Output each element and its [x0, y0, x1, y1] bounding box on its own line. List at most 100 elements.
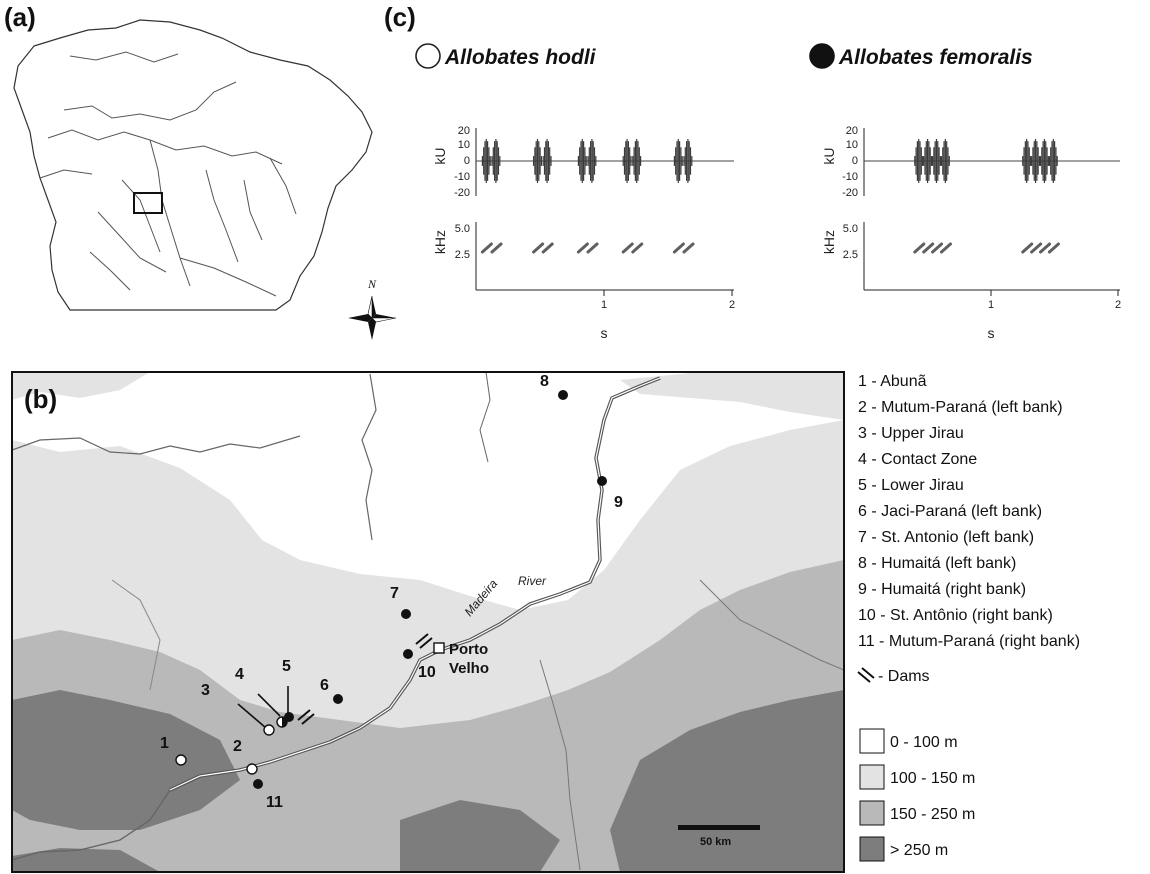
legend-site-10: 10 - St. Antônio (right bank): [858, 607, 1053, 624]
site-11-number: 11: [266, 794, 283, 811]
site-8-marker: [558, 390, 568, 400]
site-4-number: 4: [235, 666, 244, 683]
elevation-label: 150 - 250 m: [890, 806, 975, 823]
hodli-spectrogram-note: [586, 242, 599, 254]
leader-line-4: [257, 693, 281, 717]
hodli-x-tick: 2: [729, 299, 735, 311]
legend-dams: - Dams: [878, 668, 930, 685]
hodli-x-label: s: [601, 325, 608, 341]
legend-site-11: 11 - Mutum-Paraná (right bank): [858, 633, 1080, 650]
legend-site-9: 9 - Humaitá (right bank): [858, 581, 1026, 598]
panel-c-label: (c): [384, 2, 416, 32]
hodli-spectrogram: [480, 242, 695, 254]
femoralis-spectrogram-note: [922, 242, 935, 254]
site-10-marker: [403, 649, 413, 659]
scale-bar: [678, 825, 760, 830]
hodli-spectrogram-note: [682, 242, 695, 254]
site-7-number: 7: [390, 585, 399, 602]
elevation-swatch: [859, 728, 885, 754]
hodli-wave-tick: 10: [458, 139, 470, 151]
site-8-number: 8: [540, 373, 549, 390]
city-porto: Porto: [449, 641, 488, 658]
femoralis-spectrogram-note: [931, 242, 944, 254]
site-6-number: 6: [320, 677, 329, 694]
north-arrow-icon: [348, 295, 397, 340]
site-3-marker: [263, 724, 275, 736]
site-5-marker: [284, 712, 294, 722]
femoralis-spectrogram-note: [1039, 242, 1052, 254]
hodli-spec-tick: 2.5: [455, 249, 470, 261]
femoralis-wave-tick: 0: [852, 155, 858, 167]
leader-line-3: [237, 703, 267, 729]
legend-dam-icon: [857, 667, 875, 683]
site-2-number: 2: [233, 738, 242, 755]
legend-site-7: 7 - St. Antonio (left bank): [858, 529, 1034, 546]
legend-site-1: 1 - Abunã: [858, 373, 927, 390]
site-2-marker: [246, 763, 258, 775]
hodli-spectrogram-note: [576, 242, 589, 254]
city-velho: Velho: [449, 660, 489, 677]
hodli-spec-tick: 5.0: [455, 223, 470, 235]
elevation-legend: 0 - 100 m 100 - 150 m 150 - 250 m > 250 …: [859, 728, 975, 862]
site-3-number: 3: [201, 682, 210, 699]
femoralis-x-tick: 1: [988, 299, 994, 311]
dam-marker-icon: [297, 709, 315, 725]
hodli-spectrogram-note: [631, 242, 644, 254]
study-area-box: [133, 192, 163, 214]
site-1-marker: [175, 754, 187, 766]
hodli-waveform-ylabel: kU: [432, 147, 448, 164]
femoralis-spectrogram-note: [913, 242, 926, 254]
legend-site-3: 3 - Upper Jirau: [858, 425, 964, 442]
hodli-spectrogram-note: [532, 242, 545, 254]
hodli-wave-tick: 20: [458, 125, 470, 137]
femoralis-waveform-ylabel: kU: [821, 147, 837, 164]
hodli-spectrogram-note: [672, 242, 685, 254]
femoralis-wave-tick: 10: [846, 139, 858, 151]
femoralis-wave-tick: 20: [846, 125, 858, 137]
porto-velho-square-icon: [433, 642, 445, 654]
legend-site-8: 8 - Humaitá (left bank): [858, 555, 1016, 572]
femoralis-wave-tick: -20: [842, 187, 858, 199]
elevation-label: 0 - 100 m: [890, 734, 958, 751]
hodli-call-panel: Allobates hodli kU 20 10 0 -10 -20 kHz 5…: [415, 43, 735, 341]
femoralis-waveform: [914, 139, 1058, 183]
femoralis-spectrogram: [913, 242, 1060, 254]
dam-marker-icon: [415, 633, 433, 649]
elevation-label: > 250 m: [890, 842, 948, 859]
femoralis-call-panel: Allobates femoralis kU 20 10 0 -10 -20 k…: [809, 43, 1121, 341]
femoralis-spectrogram-note: [939, 242, 952, 254]
femoralis-x-label: s: [988, 325, 995, 341]
main-map-frame: [11, 371, 845, 873]
elevation-label: 100 - 150 m: [890, 770, 975, 787]
site-10-number: 10: [418, 664, 436, 681]
hodli-spectrogram-note: [480, 242, 493, 254]
panel-b-label: (b): [24, 384, 57, 414]
hodli-spectrogram-note: [490, 242, 503, 254]
elevation-swatch: [859, 800, 885, 826]
femoralis-spectrogram-ylabel: kHz: [821, 230, 837, 254]
femoralis-spec-tick: 5.0: [843, 223, 858, 235]
site-11-marker: [253, 779, 263, 789]
legend-site-5: 5 - Lower Jirau: [858, 477, 964, 494]
scale-bar-label: 50 km: [700, 836, 731, 848]
legend-site-6: 6 - Jaci-Paraná (left bank): [858, 503, 1042, 520]
hodli-wave-tick: 0: [464, 155, 470, 167]
site-7-marker: [401, 609, 411, 619]
femoralis-spectrogram-note: [1047, 242, 1060, 254]
site-5-number: 5: [282, 658, 291, 675]
femoralis-species-name: Allobates femoralis: [838, 46, 1033, 69]
site-6-marker: [333, 694, 343, 704]
hodli-spectrogram-note: [541, 242, 554, 254]
hodli-species-name: Allobates hodli: [444, 46, 597, 69]
femoralis-spec-tick: 2.5: [843, 249, 858, 261]
north-label: N: [367, 277, 377, 291]
femoralis-filled-circle-symbol: [809, 43, 835, 69]
hodli-open-circle-symbol: [415, 43, 441, 69]
femoralis-spectrogram-note: [1030, 242, 1043, 254]
femoralis-x-tick: 2: [1115, 299, 1121, 311]
site-legend: 1 - Abunã 2 - Mutum-Paraná (left bank) 3…: [858, 373, 1080, 650]
femoralis-spectrogram-note: [1021, 242, 1034, 254]
hodli-x-tick: 1: [601, 299, 607, 311]
elevation-swatch: [859, 836, 885, 862]
site-9-number: 9: [614, 494, 623, 511]
